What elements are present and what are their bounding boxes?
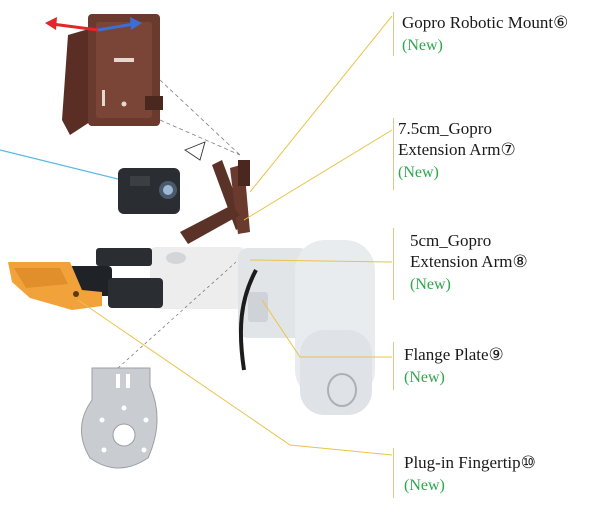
mount-inset-image	[62, 14, 163, 135]
inset-guide	[159, 119, 241, 156]
leader-arm75	[243, 129, 393, 221]
callout-name: Flange Plate⑨	[404, 345, 504, 364]
flange-plate-image	[81, 367, 158, 469]
callout-bar	[393, 228, 394, 300]
callout-arm-75: 7.5cm_Gopro Extension Arm⑦ (New)	[398, 118, 598, 183]
new-badge: (New)	[410, 276, 451, 293]
new-badge: (New)	[404, 477, 445, 494]
arrow-red	[51, 22, 99, 32]
cable	[238, 269, 258, 371]
callout-bar	[393, 448, 394, 498]
leader-arm5	[249, 259, 393, 263]
inset-guide	[159, 79, 241, 156]
callout-name: Gopro Robotic Mount⑥	[402, 13, 569, 32]
leader-fingertip	[77, 299, 393, 456]
callout-bar	[393, 342, 394, 390]
callout-name: Plug-in Fingertip⑩	[404, 453, 536, 472]
new-badge: (New)	[398, 164, 439, 181]
robot-arm-image	[150, 240, 375, 415]
callout-fingertip: Plug-in Fingertip⑩ (New)	[404, 452, 604, 496]
gripper-image	[8, 248, 163, 310]
callout-name: 7.5cm_Gopro	[398, 119, 492, 138]
plate-guide	[117, 261, 237, 369]
leader-mount	[249, 15, 393, 193]
callout-name-line2: Extension Arm⑧	[410, 252, 528, 271]
camera-ray	[0, 149, 131, 183]
arrow-blue	[97, 22, 135, 32]
callout-mount: Gopro Robotic Mount⑥ (New)	[402, 12, 602, 56]
angle-marker	[184, 141, 206, 161]
callout-name-line2: Extension Arm⑦	[398, 140, 516, 159]
callout-bar	[393, 12, 394, 56]
extension-arms-image	[180, 160, 250, 244]
callout-arm-5: 5cm_Gopro Extension Arm⑧ (New)	[410, 230, 606, 295]
callout-name: 5cm_Gopro	[410, 231, 492, 250]
leader-flange	[261, 299, 392, 358]
callout-bar	[393, 118, 394, 190]
callout-flange: Flange Plate⑨ (New)	[404, 344, 604, 388]
new-badge: (New)	[404, 369, 445, 386]
callout-leaders	[77, 15, 393, 456]
new-badge: (New)	[402, 37, 443, 54]
camera-image	[118, 168, 180, 214]
